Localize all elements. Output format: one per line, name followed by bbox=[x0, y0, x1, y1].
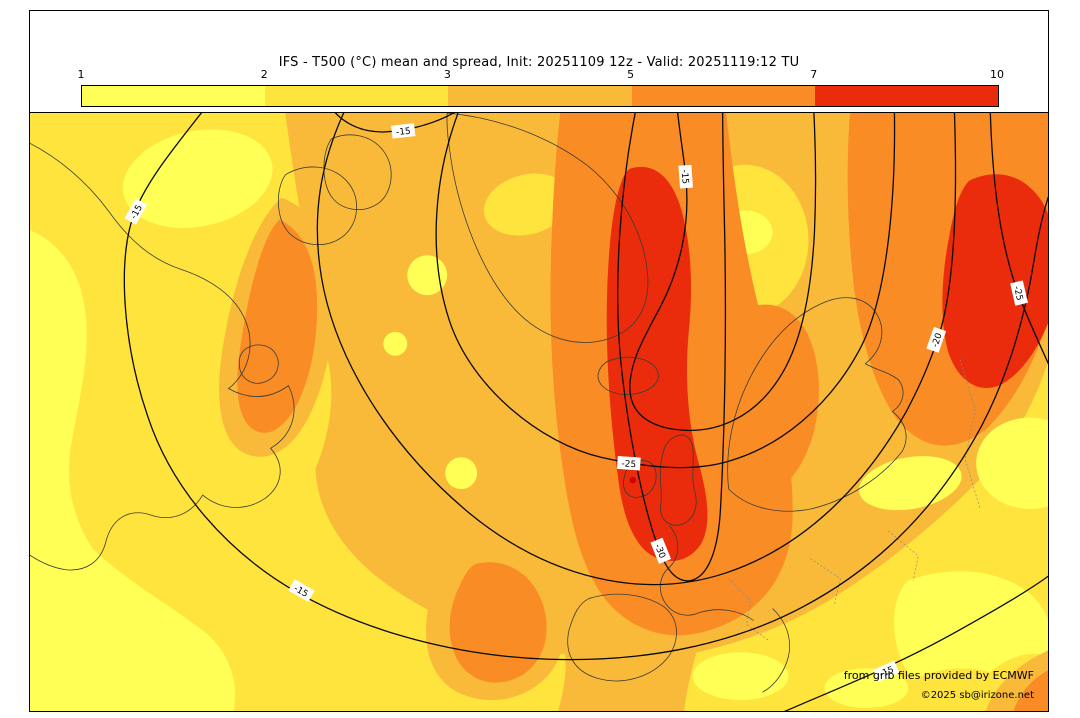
spread-red-northeast bbox=[942, 174, 1048, 388]
spread-pale-med bbox=[824, 668, 909, 709]
country-border bbox=[959, 359, 981, 510]
coast-ireland bbox=[623, 460, 657, 498]
coast-iberia bbox=[567, 593, 677, 682]
coast-italy bbox=[762, 608, 790, 693]
contour-minus25 bbox=[435, 113, 896, 469]
contour-minus25-east bbox=[989, 113, 1048, 365]
coast-greenland bbox=[446, 113, 649, 343]
colorbar-tick-label: 7 bbox=[810, 68, 818, 81]
contour-label: -25 bbox=[1010, 280, 1028, 306]
coast-iceland bbox=[597, 356, 659, 395]
colorbar-segment bbox=[814, 86, 999, 106]
svg-text:-25: -25 bbox=[621, 459, 636, 470]
country-border bbox=[728, 578, 769, 641]
coast-western-europe bbox=[659, 525, 754, 621]
coast-newfoundland bbox=[238, 344, 279, 384]
contour-minus15-southeast bbox=[783, 575, 1048, 711]
spread-pale-east-edge bbox=[976, 417, 1048, 509]
country-border bbox=[810, 558, 841, 605]
contour-label: -15 bbox=[678, 164, 693, 189]
colorbar-segment bbox=[265, 86, 449, 106]
svg-text:-15: -15 bbox=[679, 169, 690, 184]
contour-label: -20 bbox=[926, 326, 947, 353]
spread-fill-layer bbox=[30, 113, 1048, 711]
spread-pale-spot bbox=[445, 457, 478, 490]
contour-minus15-west bbox=[123, 113, 1048, 661]
colorbar-segment bbox=[82, 86, 266, 106]
spread-orange-corner bbox=[1013, 670, 1048, 711]
coast-great-britain bbox=[659, 434, 697, 526]
spread-pale-med bbox=[692, 652, 789, 701]
spread-yellow-greenland bbox=[483, 173, 571, 236]
spread-pale-left bbox=[30, 230, 236, 711]
contour-label: -25 bbox=[616, 455, 641, 471]
svg-text:-20: -20 bbox=[931, 332, 945, 349]
coastlines-layer bbox=[30, 113, 981, 693]
coast-scandinavia bbox=[727, 297, 907, 512]
page-title: IFS - T500 (°C) mean and spread, Init: 2… bbox=[278, 55, 800, 70]
colorbar-tick-label: 3 bbox=[443, 68, 451, 81]
attribution-copyright: ©2025 sb@irizone.net bbox=[920, 690, 1034, 701]
colorbar-tick-label: 5 bbox=[627, 68, 635, 81]
colorbar bbox=[81, 85, 999, 107]
forecast-map: -15-15-15-25-20-25-30-15-15 bbox=[30, 113, 1048, 711]
location-marker bbox=[629, 476, 637, 484]
map-area: -15 -15 -15 -25 -20 -25 -30 -15 -15 from grib fi… bbox=[30, 112, 1048, 711]
country-border bbox=[888, 530, 919, 581]
coast-baffin-island bbox=[323, 134, 392, 210]
colorbar-tick-label: 10 bbox=[990, 68, 1004, 81]
contour-minus30 bbox=[617, 113, 727, 582]
coast-north-america bbox=[30, 142, 295, 571]
contour-label: -15 bbox=[391, 123, 416, 139]
spread-pale-spot bbox=[383, 331, 408, 356]
contour-labels-layer: -15-15-15-25-20-25-30-15-15 bbox=[124, 123, 1028, 682]
spread-pale-southeast bbox=[894, 571, 1048, 681]
contour-minus15-top bbox=[334, 113, 455, 133]
colorbar-segment bbox=[448, 86, 632, 106]
svg-text:-15: -15 bbox=[396, 127, 412, 138]
colorbar-tick-label: 2 bbox=[260, 68, 268, 81]
figure-frame: IFS - T500 (°C) mean and spread, Init: 2… bbox=[29, 10, 1049, 712]
spread-orange-left-core bbox=[237, 219, 318, 433]
colorbar-segment bbox=[631, 86, 815, 106]
spread-orange-norway bbox=[715, 304, 819, 500]
spread-pale-northwest bbox=[122, 129, 273, 228]
coast-hudson-bay bbox=[277, 166, 357, 246]
colorbar-ticks: 1 2 3 5 7 10 bbox=[77, 68, 1005, 81]
svg-text:-25: -25 bbox=[1011, 285, 1024, 301]
colorbar-tick-label: 1 bbox=[77, 68, 85, 81]
attribution-source: from grib files provided by ECMWF bbox=[843, 669, 1034, 682]
contour-minus15-north bbox=[629, 113, 817, 432]
